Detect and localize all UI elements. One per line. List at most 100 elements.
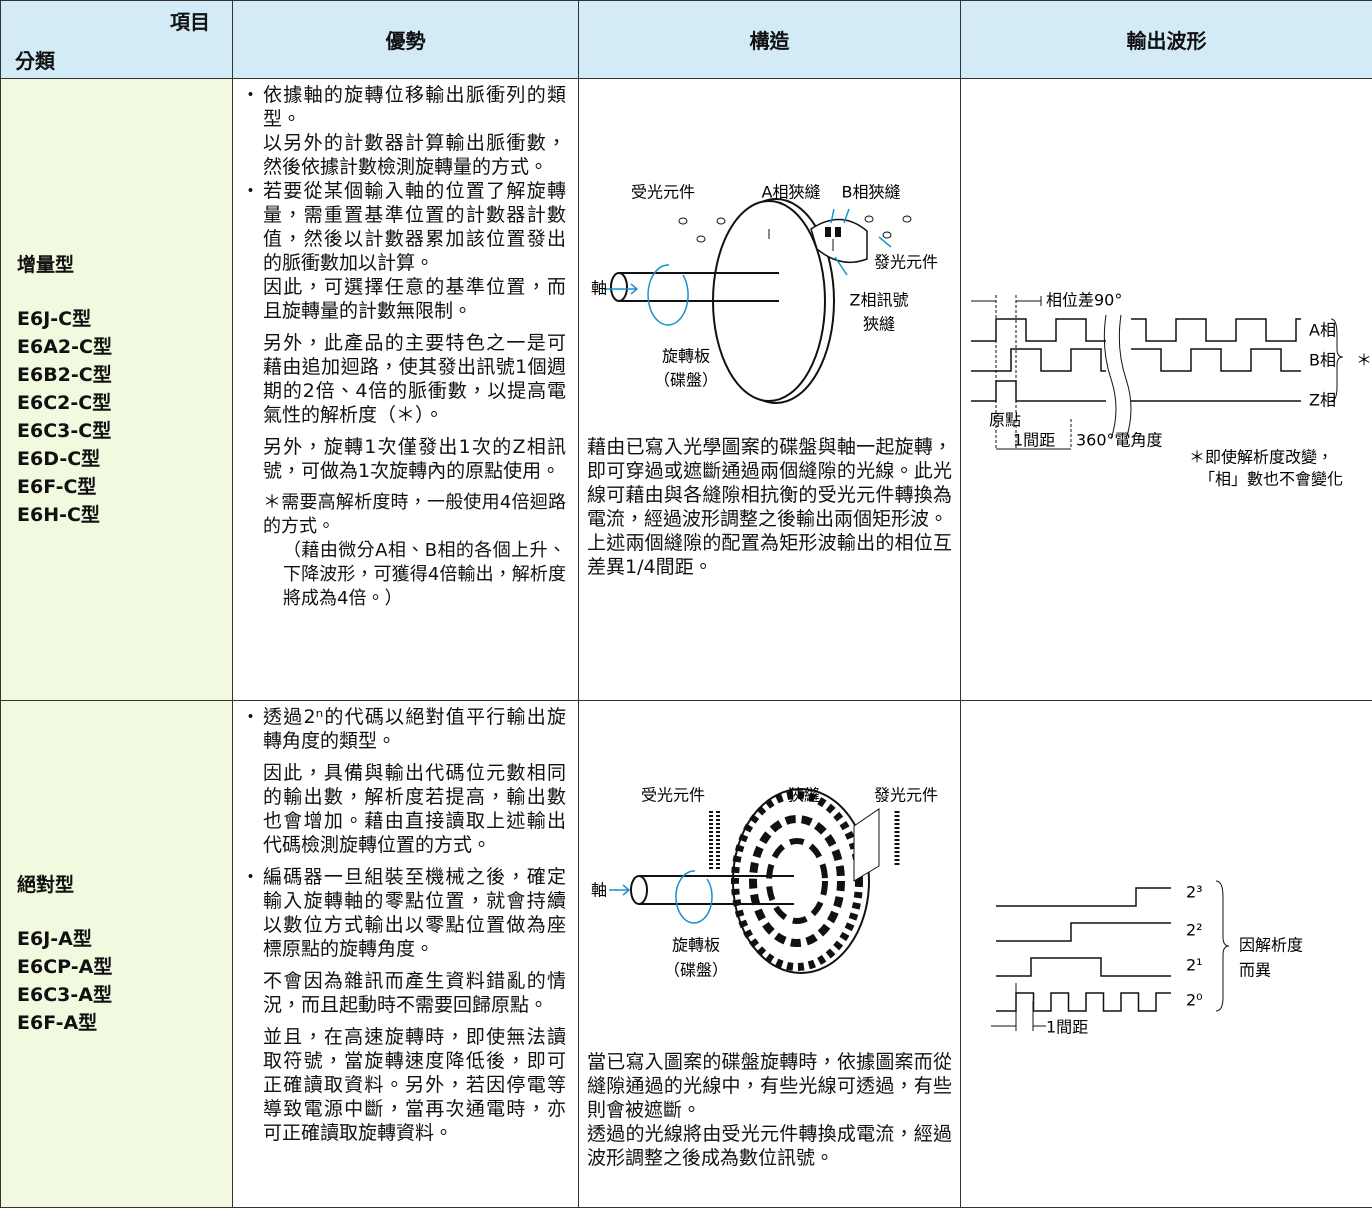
model: E6H-C型 (17, 501, 232, 529)
bullet: 若要從某個輸入軸的位置了解旋轉量，需重置基準位置的計數器計數值，然後以計數器累加… (241, 179, 566, 275)
corner-cell: 項目 分類 (1, 1, 233, 79)
label: 「相」數也不會變化 (1199, 470, 1343, 489)
model: E6F-C型 (17, 473, 232, 501)
line-art (1131, 319, 1301, 341)
paragraph: 透過的光線將由受光元件轉換成電流，經過波形調整之後成為數位訊號。 (587, 1122, 952, 1170)
label: （碟盤） (664, 961, 728, 980)
shape (835, 227, 841, 237)
header-row: 項目 分類 優勢 構造 輸出波形 (1, 1, 1372, 79)
label: 相位差90° (1046, 291, 1122, 310)
label: 因解析度 (1239, 936, 1303, 955)
label: 原點 (989, 411, 1021, 430)
paragraph: 並且，在高速旋轉時，即使無法讀取符號，當旋轉速度降低後，即可正確讀取資料。另外，… (241, 1025, 566, 1145)
label: 旋轉板 (662, 347, 710, 366)
label: 1間距 (1013, 431, 1055, 450)
line-art (609, 885, 629, 895)
label: 發光元件 (874, 786, 938, 805)
label: A相狹縫 (762, 183, 821, 202)
line-art (971, 319, 1106, 341)
model: E6J-C型 (17, 305, 232, 333)
line-art (676, 871, 712, 923)
paragraph: 因此，具備與輸出代碼位元數相同的輸出數，解析度若提高，輸出數也會增加。藉由直接讀… (241, 761, 566, 857)
note: （藉由微分A相、B相的各個上升、下降波形，可獲得4倍輸出，解析度將成為4倍。） (241, 539, 566, 611)
shape (611, 273, 627, 301)
line-art (991, 983, 1046, 1031)
paragraph: 因此，可選擇任意的基準位置，而且旋轉量的計數無限制。 (241, 275, 566, 323)
label: 1間距 (1046, 1018, 1088, 1037)
label: 狹縫 (863, 315, 895, 334)
paragraph: 當已寫入圖案的碟盤旋轉時，依據圖案而從縫隙通過的光線中，有些光線可透過，有些則會… (587, 1050, 952, 1122)
advantages-cell: 透過2ⁿ的代碼以絕對值平行輸出旋轉角度的類型。 因此，具備與輸出代碼位元數相同的… (233, 701, 579, 1208)
category: 增量型 (17, 251, 232, 279)
line-art (971, 349, 1106, 371)
row-absolute: 絕對型 E6J-A型 E6CP-A型 E6C3-A型 E6F-A型 透過2ⁿ的代… (1, 701, 1372, 1208)
label: ＊ (1356, 351, 1371, 370)
label: 360°電角度 (1076, 431, 1163, 450)
waveform-diagram: 2³ 2² 2¹ 2⁰ 因解析度 而異 1間距 (961, 701, 1371, 1101)
line-art (971, 296, 1041, 306)
shape (865, 216, 873, 222)
waveform-cell: 2³ 2² 2¹ 2⁰ 因解析度 而異 1間距 (961, 701, 1372, 1208)
label: 受光元件 (641, 786, 705, 805)
model: E6C3-C型 (17, 417, 232, 445)
line-art (996, 993, 1171, 1011)
advantages-cell: 依據軸的旋轉位移輸出脈衝列的類型。 以另外的計數器計算輸出脈衝數，然後依據計數檢… (233, 79, 579, 701)
label: 軸 (591, 279, 607, 298)
label: 軸 (591, 881, 607, 900)
structure-cell: 受光元件 狹縫 發光元件 軸 旋轉板 （碟盤） 當已寫入圖案的碟盤旋轉時，依據圖… (579, 701, 961, 1208)
bullet: 透過2ⁿ的代碼以絕對值平行輸出旋轉角度的類型。 (241, 705, 566, 753)
model: E6C2-C型 (17, 389, 232, 417)
label: Z相訊號 (850, 291, 909, 310)
label: （碟盤） (654, 371, 718, 390)
line-art (971, 381, 1301, 401)
shape (903, 216, 911, 222)
label: ＊即使解析度改變， (1189, 448, 1333, 467)
shape (697, 236, 705, 242)
line-art (711, 811, 718, 871)
model: E6F-A型 (17, 1009, 232, 1037)
category-label: 分類 (1, 45, 232, 74)
label: 受光元件 (631, 183, 695, 202)
line-art (996, 888, 1171, 906)
paragraph: 藉由已寫入光學圖案的碟盤與軸一起旋轉，即可穿過或遮斷通過兩個縫隙的光線。此光線可… (587, 435, 952, 531)
shape (825, 227, 831, 237)
bullet: 依據軸的旋轉位移輸出脈衝列的類型。 (241, 83, 566, 131)
model: E6C3-A型 (17, 981, 232, 1009)
line-art (996, 958, 1171, 976)
shape (679, 218, 687, 224)
column-header: 輸出波形 (961, 1, 1372, 79)
column-header: 優勢 (233, 1, 579, 79)
category-cell: 絕對型 E6J-A型 E6CP-A型 E6C3-A型 E6F-A型 (1, 701, 233, 1208)
note: ＊需要高解析度時，一般使用4倍迴路的方式。 (241, 491, 566, 539)
description: 藉由已寫入光學圖案的碟盤與軸一起旋轉，即可穿過或遮斷通過兩個縫隙的光線。此光線可… (579, 435, 960, 579)
shape (717, 218, 725, 224)
label: 狹縫 (788, 786, 820, 805)
label: 2⁰ (1186, 991, 1203, 1010)
paragraph: 上述兩個縫隙的配置為矩形波輸出的相位互差異1/4間距。 (587, 531, 952, 579)
label: A相 (1309, 321, 1336, 340)
label: 發光元件 (874, 253, 938, 272)
model: E6A2-C型 (17, 333, 232, 361)
category: 絕對型 (17, 871, 232, 899)
line-art (1216, 881, 1229, 1011)
line-art (1131, 349, 1301, 371)
description: 當已寫入圖案的碟盤旋轉時，依據圖案而從縫隙通過的光線中，有些光線可透過，有些則會… (579, 1050, 960, 1170)
paragraph: 另外，此產品的主要特色之一是可藉由追加迴路，使其發出訊號1個週期的2倍、4倍的脈… (241, 331, 566, 427)
line-art (854, 809, 879, 881)
paragraph: 另外，旋轉1次僅發出1次的Z相訊號，可做為1次旋轉內的原點使用。 (241, 435, 566, 483)
waveform-diagram: 相位差90° A相 B相 Z相 ＊ 原點 1間距 360°電角度 ＊即使解析度改… (961, 79, 1371, 499)
shape (883, 232, 891, 238)
model: E6J-A型 (17, 925, 232, 953)
label: 而異 (1239, 961, 1271, 980)
label: Z相 (1309, 391, 1336, 410)
bullet: 編碼器一旦組裝至機械之後，確定輸入旋轉軸的零點位置，就會持續以數位方式輸出以零點… (241, 865, 566, 961)
model: E6B2-C型 (17, 361, 232, 389)
line-art (1104, 315, 1131, 439)
model: E6D-C型 (17, 445, 232, 473)
structure-diagram: 受光元件 狹縫 發光元件 軸 旋轉板 （碟盤） (579, 701, 959, 1046)
label: 旋轉板 (672, 936, 720, 955)
category-cell: 增量型 E6J-C型 E6A2-C型 E6B2-C型 E6C2-C型 E6C3-… (1, 79, 233, 701)
